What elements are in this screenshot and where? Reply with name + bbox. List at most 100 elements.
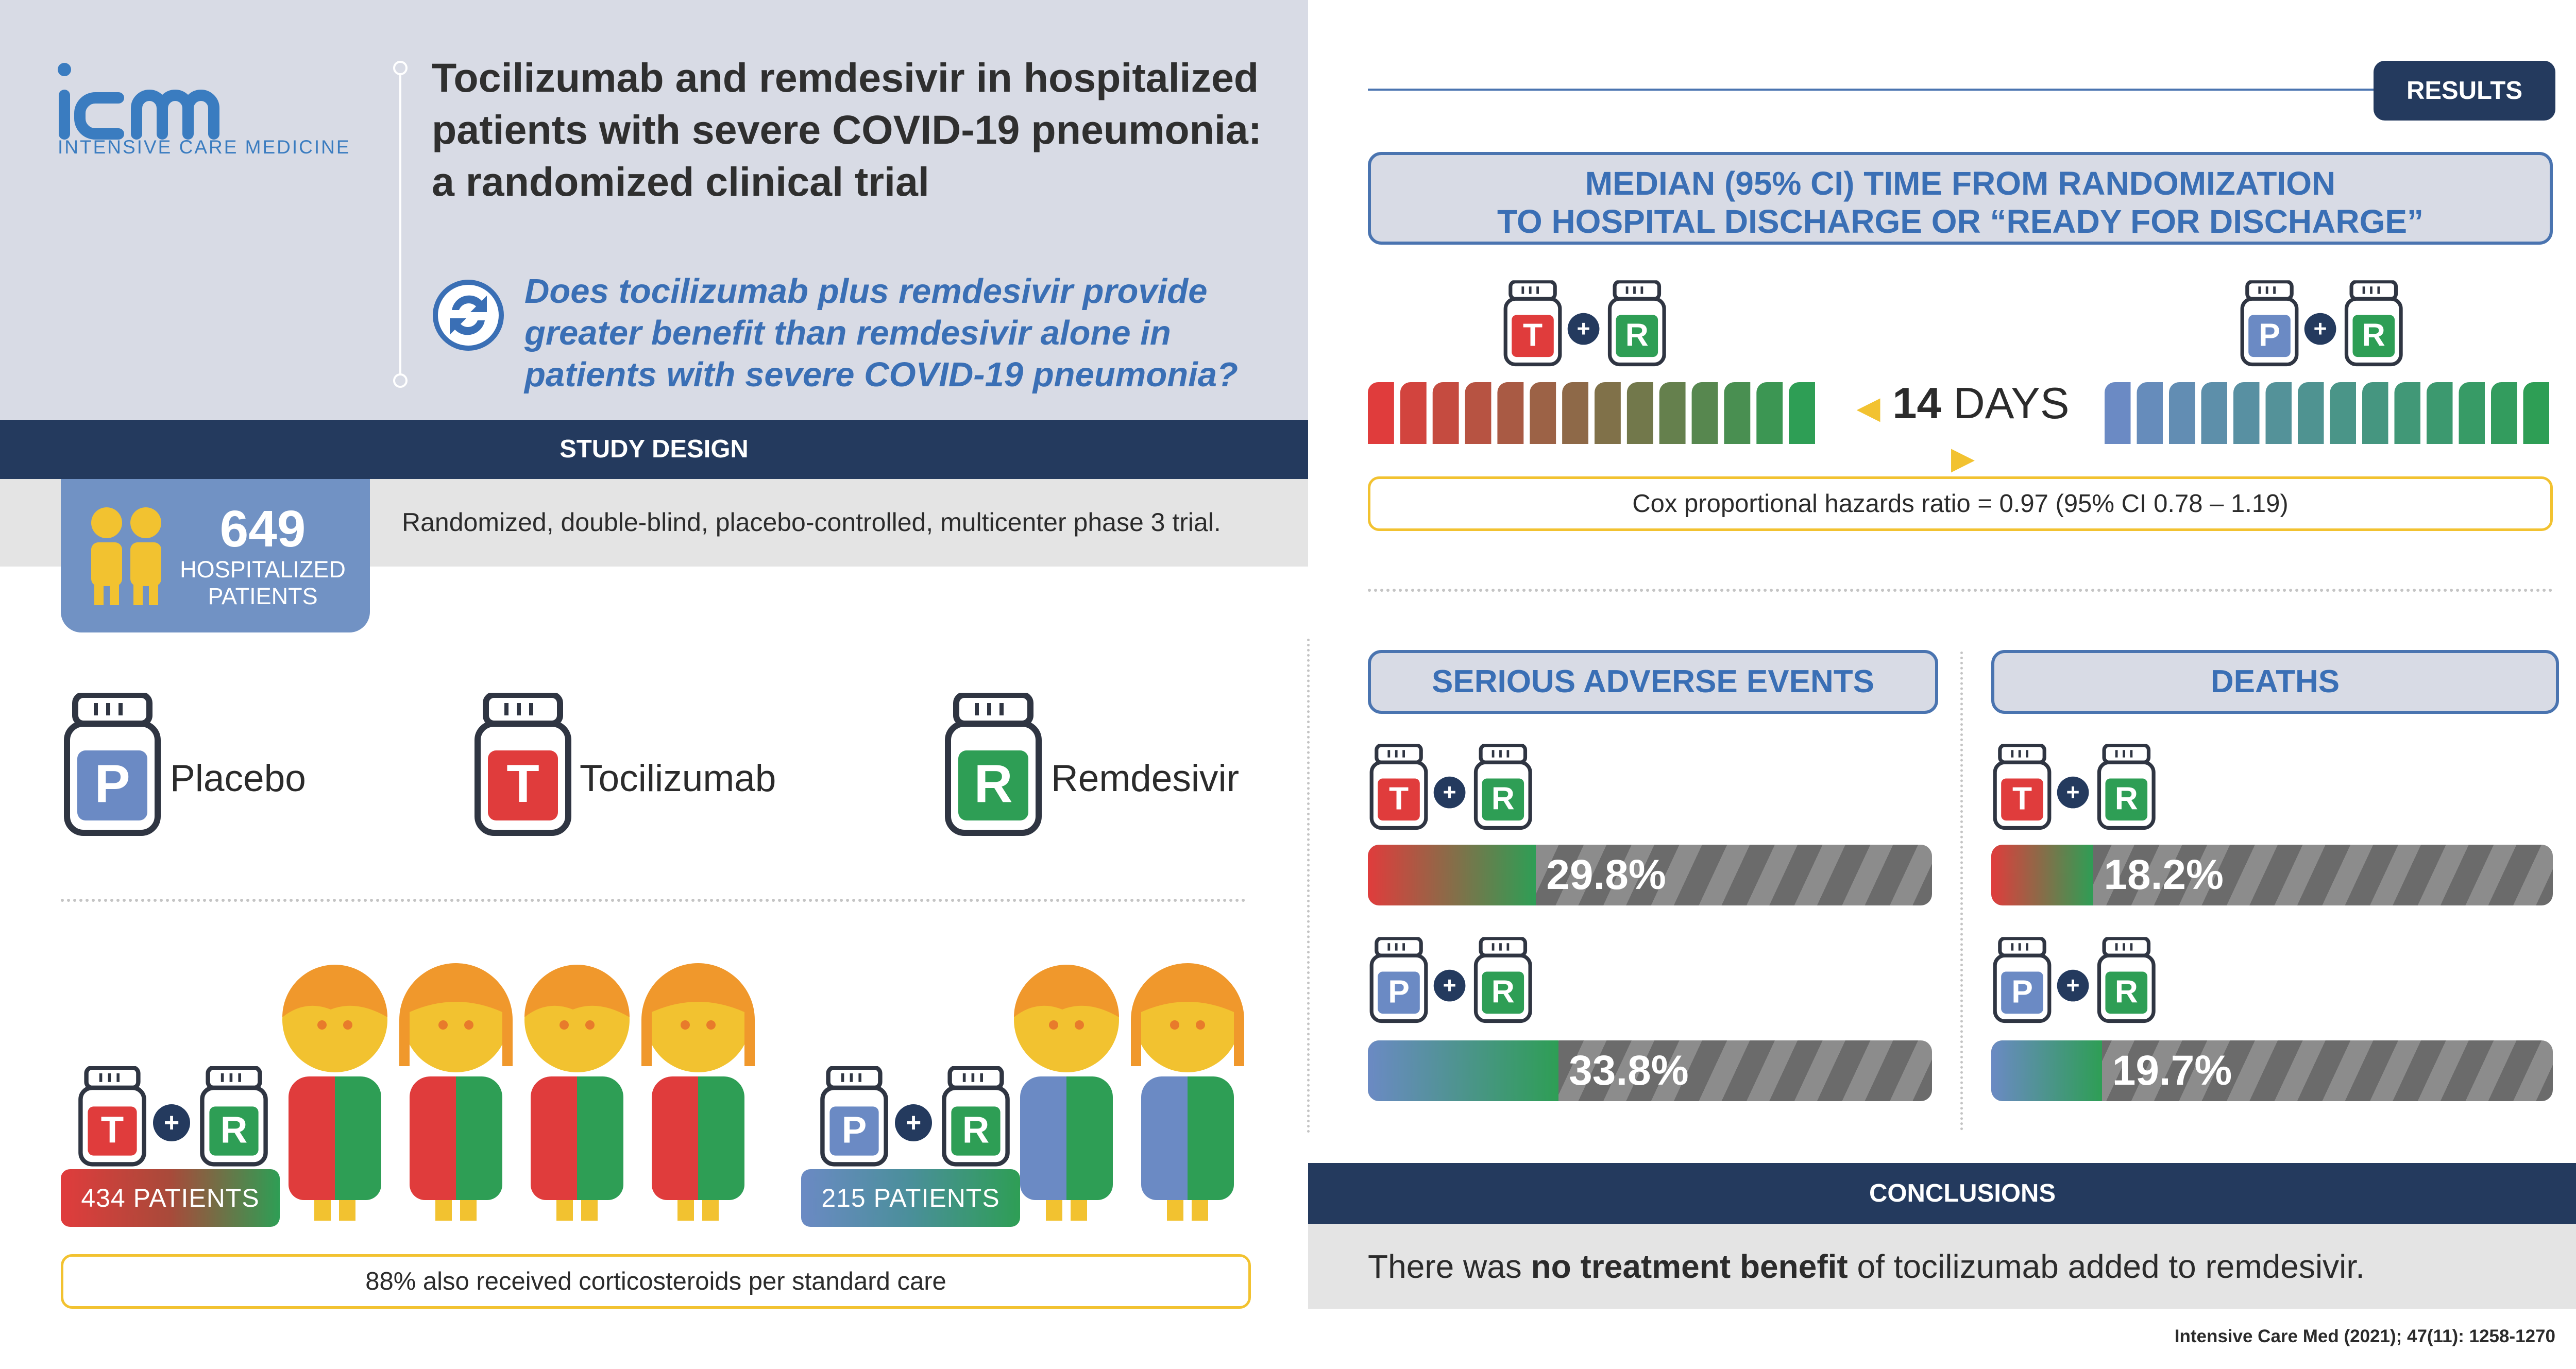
day-block [2362,382,2388,444]
panel-divider [1307,639,1310,1133]
day-block [1465,382,1492,444]
svg-text:T: T [1523,317,1543,353]
conclusion-post: of tocilizumab added to remdesivir. [1848,1248,2365,1285]
deaths-pr-percent: 19.7% [2112,1047,2232,1094]
svg-text:+: + [2314,316,2327,341]
svg-text:R: R [1625,317,1649,353]
p-plus-r-icon: P + R [2239,278,2424,371]
svg-text:+: + [1577,316,1590,341]
logo-subtitle: INTENSIVE CARE MEDICINE [58,136,351,158]
svg-text:T: T [2012,781,2032,816]
drug-label-tocilizumab: Tocilizumab [580,758,776,799]
p-plus-r-icon: P + R [818,1066,1035,1169]
svg-text:R: R [1492,974,1515,1009]
t-plus-r-icon: T + R [1991,742,2177,834]
study-design-bar: STUDY DESIGN [0,420,1308,479]
day-block [1691,382,1718,444]
t-plus-r-icon: T + R [1368,742,1553,834]
icm-logo [58,63,219,140]
svg-text:+: + [2066,973,2080,998]
design-description: Randomized, double-blind, placebo-contro… [402,508,1221,537]
day-block [1368,382,1394,444]
section-divider [61,899,1246,902]
page-title: Tocilizumab and remdesivir in hospitaliz… [432,55,1262,204]
svg-text:R: R [2362,317,2385,353]
svg-text:+: + [164,1108,179,1138]
t-plus-r-icon: T + R [76,1066,293,1169]
placebo-bottle-icon: P [61,693,164,837]
day-block [1562,382,1588,444]
day-block [2523,382,2549,444]
sae-pr-fill [1368,1040,1559,1101]
results-divider [1368,589,2553,592]
drug-label-placebo: Placebo [170,758,306,799]
svg-text:P: P [2259,317,2280,353]
arm2-patients-illustration [1014,963,1244,1221]
research-question: Does tocilizumab plus remdesivir provide… [524,272,1238,394]
conclusions-label: CONCLUSIONS [1869,1179,2056,1207]
svg-text:R: R [2115,974,2138,1009]
svg-text:+: + [906,1108,921,1138]
sae-pr-bar: 33.8% [1368,1040,1932,1101]
p-plus-r-icon: P + R [1991,935,2177,1028]
svg-text:+: + [1443,973,1456,998]
day-block [1530,382,1556,444]
day-block [2427,382,2453,444]
arm2-patients-label: 215 PATIENTS [801,1169,1020,1227]
divider-dot-bottom [393,373,408,388]
tr-day-blocks [1368,382,1815,444]
deaths-tr-fill [1991,845,2094,905]
svg-text:T: T [101,1109,124,1151]
cox-hazard-ratio: Cox proportional hazards ratio = 0.97 (9… [1368,476,2553,531]
day-block [2265,382,2292,444]
sae-deaths-divider [1960,652,1963,1131]
conclusions-row [1308,1224,2576,1309]
results-label: RESULTS [2406,77,2523,105]
exchange-icon [433,280,504,351]
svg-text:P: P [2011,974,2033,1009]
deaths-tr-percent: 18.2% [2104,851,2224,898]
svg-text:T: T [1389,781,1409,816]
svg-text:P: P [842,1109,867,1151]
day-block [1595,382,1621,444]
deaths-tr-bar: 18.2% [1991,845,2553,905]
header-panel [0,0,1308,420]
svg-text:T: T [506,754,539,814]
day-block [2201,382,2227,444]
t-plus-r-icon: T + R [1502,278,1687,371]
day-block [2169,382,2195,444]
deaths-pr-bar: 19.7% [1991,1040,2553,1101]
svg-text:+: + [1443,780,1456,805]
svg-text:P: P [1388,974,1410,1009]
arrow-left-icon: ◀ [1856,390,1880,425]
conclusions-bar: CONCLUSIONS [1308,1163,2576,1224]
median-days: ◀ 14 DAYS ▶ [1850,379,2076,480]
svg-text:R: R [2115,781,2138,816]
svg-text:R: R [962,1109,990,1151]
divider-dot-top [393,61,408,75]
sae-tr-bar: 29.8% [1368,845,1932,905]
deaths-header: DEATHS [1991,650,2559,714]
deaths-pr-fill [1991,1040,2102,1101]
day-block [2233,382,2260,444]
days-number: 14 [1892,379,1941,428]
conclusion-text: There was no treatment benefit of tocili… [1368,1247,2365,1286]
day-block [2298,382,2324,444]
svg-text:R: R [974,754,1012,814]
day-block [1432,382,1459,444]
results-rule [1368,89,2439,91]
sae-pr-percent: 33.8% [1569,1047,1689,1094]
study-design-label: STUDY DESIGN [560,435,749,463]
sae-tr-percent: 29.8% [1546,851,1666,898]
sae-header: SERIOUS ADVERSE EVENTS [1368,650,1938,714]
median-header-line2: TO HOSPITAL DISCHARGE OR “READY FOR DISC… [1497,203,2424,240]
median-time-header: MEDIAN (95% CI) TIME FROM RANDOMIZATION … [1368,152,2553,245]
day-block [1400,382,1427,444]
arm1-patients-label: 434 PATIENTS [61,1169,280,1227]
day-block [1789,382,1815,444]
day-block [2394,382,2420,444]
remdesivir-bottle-icon: R [942,693,1045,837]
day-block [2330,382,2356,444]
conclusion-bold: no treatment benefit [1531,1248,1848,1285]
day-block [1756,382,1783,444]
